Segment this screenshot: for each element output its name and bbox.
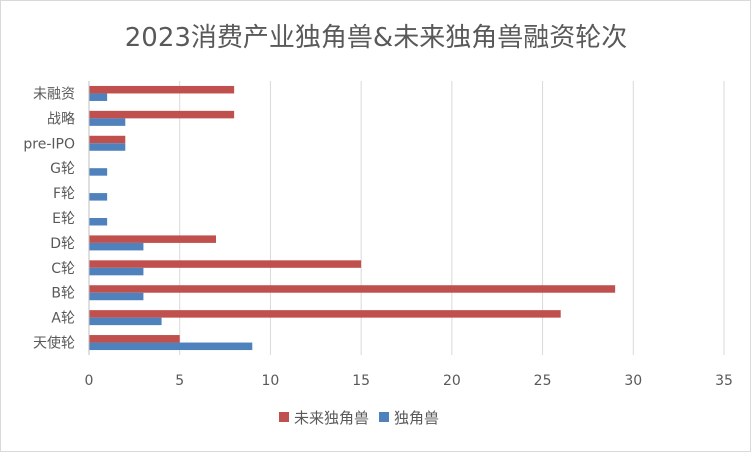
legend-label: 未来独角兽 <box>294 409 369 427</box>
gridlines <box>179 81 725 355</box>
bar-unicorn <box>89 342 253 351</box>
bar-unicorn <box>89 93 108 101</box>
bar-unicorn <box>89 267 144 276</box>
bar-future-unicorn <box>89 260 362 268</box>
x-tick-label: 30 <box>624 373 642 389</box>
bar-unicorn <box>89 168 108 176</box>
bar-unicorn <box>89 218 108 226</box>
x-tick-label: 25 <box>534 373 552 389</box>
bar-future-unicorn <box>89 285 616 293</box>
y-tick-label: D轮 <box>50 236 75 252</box>
legend-swatch <box>379 412 389 422</box>
x-tick-label: 10 <box>262 373 280 389</box>
bar-unicorn <box>89 143 126 151</box>
bars <box>89 85 616 351</box>
chart-title: 2023消费产业独角兽&未来独角兽融资轮次 <box>125 23 627 53</box>
bar-future-unicorn <box>89 310 561 318</box>
y-tick-label: E轮 <box>52 211 75 227</box>
bar-unicorn <box>89 193 108 201</box>
legend-swatch <box>279 412 289 422</box>
x-tick-label: 20 <box>443 373 461 389</box>
y-tick-label: F轮 <box>53 186 75 202</box>
legend: 未来独角兽 独角兽 <box>279 409 439 427</box>
bar-unicorn <box>89 317 162 326</box>
x-tick-label: 15 <box>352 373 370 389</box>
y-tick-label: A轮 <box>51 311 75 327</box>
bar-unicorn <box>89 242 144 251</box>
bar-unicorn <box>89 118 126 126</box>
bar-future-unicorn <box>89 335 180 343</box>
bar-future-unicorn <box>89 235 216 243</box>
y-tick-label: 未融资 <box>33 86 75 102</box>
bar-future-unicorn <box>89 110 235 119</box>
y-tick-label: G轮 <box>50 161 75 177</box>
bar-future-unicorn <box>89 135 126 144</box>
y-tick-label: pre-IPO <box>23 136 75 152</box>
legend-label: 独角兽 <box>394 409 439 427</box>
x-tick-label: 5 <box>175 373 184 389</box>
y-tick-label: C轮 <box>51 261 75 277</box>
bar-future-unicorn <box>89 85 235 94</box>
y-tick-label: B轮 <box>51 286 75 302</box>
x-tick-label: 0 <box>85 373 94 389</box>
y-tick-label: 天使轮 <box>33 335 75 352</box>
y-tick-label: 战略 <box>47 111 75 127</box>
x-tick-label: 35 <box>715 373 733 389</box>
bar-unicorn <box>89 292 144 301</box>
